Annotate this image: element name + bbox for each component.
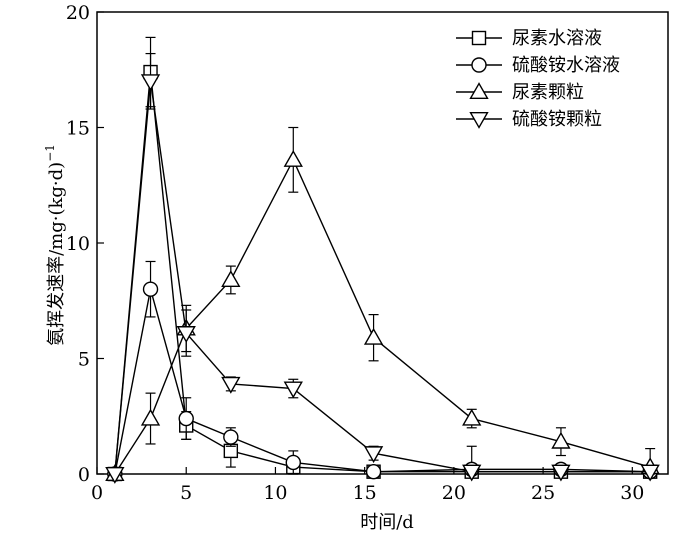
series-circle bbox=[107, 260, 658, 482]
legend-label: 硫酸铵颗粒 bbox=[512, 109, 602, 130]
series-line bbox=[114, 71, 651, 475]
x-tick-label: 15 bbox=[353, 482, 377, 504]
plot-area bbox=[105, 36, 660, 484]
data-point bbox=[142, 281, 159, 297]
legend-label: 尿素水溶液 bbox=[512, 28, 602, 49]
series-line bbox=[114, 81, 651, 475]
data-point bbox=[221, 270, 241, 287]
data-point bbox=[283, 381, 303, 399]
data-point bbox=[223, 429, 239, 445]
x-tick-label: 0 bbox=[91, 482, 103, 504]
x-tick-label: 30 bbox=[620, 482, 644, 504]
data-point bbox=[178, 410, 194, 427]
data-point bbox=[105, 466, 125, 484]
legend-marker bbox=[471, 57, 487, 73]
y-tick-label: 20 bbox=[66, 2, 90, 24]
legend-marker bbox=[469, 82, 489, 100]
legend-label: 尿素颗粒 bbox=[512, 82, 584, 103]
data-point bbox=[363, 327, 384, 345]
data-point bbox=[551, 464, 571, 482]
data-point bbox=[283, 149, 303, 167]
legend-item: 尿素水溶液 bbox=[456, 28, 602, 49]
series-triangle-down bbox=[105, 52, 660, 484]
y-axis-title: 氨挥发速率/mg·(kg·d)−1 bbox=[43, 144, 67, 346]
x-tick-label: 20 bbox=[442, 482, 466, 504]
data-point bbox=[176, 326, 196, 343]
x-axis-title: 时间/d bbox=[360, 512, 414, 533]
data-point bbox=[365, 463, 382, 480]
data-point bbox=[363, 446, 384, 464]
legend-marker bbox=[469, 111, 489, 129]
legend-label: 硫酸铵水溶液 bbox=[512, 55, 620, 76]
y-axis-title-main: 氨挥发速率/mg·(kg·d) bbox=[46, 162, 67, 346]
data-point bbox=[462, 464, 482, 482]
data-point bbox=[462, 408, 482, 426]
legend-item: 尿素颗粒 bbox=[456, 82, 584, 103]
y-tick-label: 5 bbox=[78, 349, 90, 371]
data-point bbox=[640, 464, 660, 482]
x-tick-label: 10 bbox=[263, 482, 287, 504]
data-point bbox=[221, 376, 241, 394]
series-line bbox=[114, 158, 651, 475]
data-point bbox=[140, 408, 161, 426]
legend-item: 硫酸铵水溶液 bbox=[456, 55, 620, 76]
y-tick-label: 10 bbox=[66, 233, 90, 255]
data-point bbox=[140, 74, 161, 92]
x-tick-label: 5 bbox=[180, 482, 192, 504]
legend-item: 硫酸铵颗粒 bbox=[456, 109, 602, 130]
legend-marker bbox=[471, 30, 487, 46]
data-point bbox=[551, 431, 571, 449]
y-tick-label: 0 bbox=[78, 464, 90, 486]
y-tick-label: 15 bbox=[66, 118, 90, 140]
x-tick-label: 25 bbox=[531, 482, 555, 504]
data-point bbox=[285, 454, 301, 471]
y-axis-ticks: 0 5 10 15 20 bbox=[66, 2, 104, 486]
y-axis-title-superscript: −1 bbox=[43, 144, 57, 162]
